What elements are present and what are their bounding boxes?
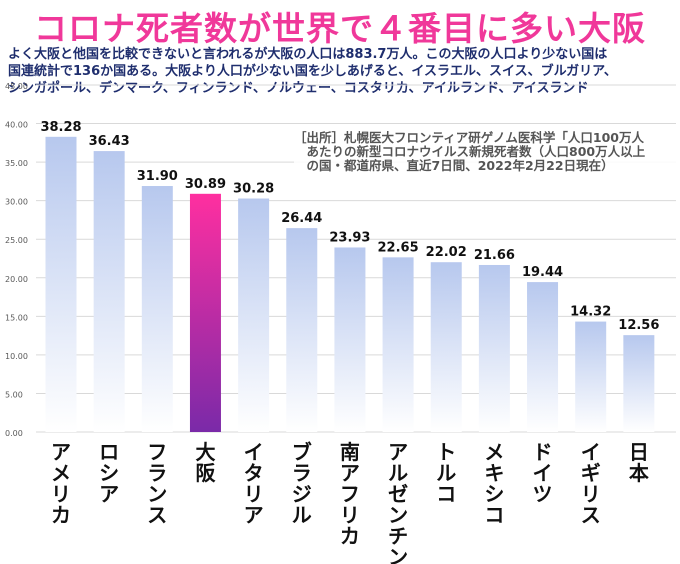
chart-title: コロナ死者数が世界で４番目に多い大阪 bbox=[34, 9, 646, 48]
category-label-char: ジ bbox=[292, 482, 312, 506]
y-tick-label: 5.00 bbox=[5, 390, 23, 399]
bar bbox=[527, 282, 559, 432]
category-label-char: ス bbox=[581, 503, 601, 527]
data-label: 26.44 bbox=[281, 211, 322, 226]
category-label-char: ル bbox=[388, 461, 408, 485]
category-label-char: ツ bbox=[533, 482, 553, 506]
source-line: ［出所］札幌医大フロンティア研ゲノム医科学「人口100万人 bbox=[294, 130, 644, 145]
category-label-char: ド bbox=[533, 440, 553, 464]
bar bbox=[334, 247, 366, 432]
bar bbox=[93, 151, 125, 432]
data-label: 30.89 bbox=[185, 177, 226, 192]
y-axis-ticks: 0.00 5.00 10.00 15.00 20.00 25.00 30.00 35.00 40… bbox=[5, 82, 28, 438]
chart-subtitle: よく大阪と他国を比較できないと言われるが大阪の人口は883.7万人。この大阪の人… bbox=[8, 46, 676, 97]
category-label-char: ア bbox=[388, 440, 408, 464]
bars bbox=[45, 136, 655, 432]
category-label-char: 本 bbox=[629, 461, 649, 485]
category-label-char: ブ bbox=[292, 440, 312, 464]
category-label-char: ア bbox=[244, 503, 264, 527]
category-label-char: イ bbox=[533, 461, 553, 485]
category-label-char: 日 bbox=[629, 440, 649, 464]
category-label-char: 大 bbox=[195, 440, 215, 464]
category-label-char: カ bbox=[51, 503, 71, 527]
y-tick-label: 0.00 bbox=[5, 429, 23, 438]
category-label-char: ア bbox=[340, 461, 360, 485]
subtitle-line: 国連統計で136か国ある。大阪より人口が少ない国を少しあげると、イスラエル、スイ… bbox=[8, 64, 617, 79]
category-label-char: シ bbox=[484, 482, 504, 506]
category-label-char: ア bbox=[51, 440, 71, 464]
y-tick-label: 10.00 bbox=[5, 352, 28, 361]
data-label: 22.65 bbox=[378, 240, 419, 255]
y-tick-label: 20.00 bbox=[5, 275, 28, 284]
source-line: の国・都道府県、直近7日間、2022年2月22日現在） bbox=[294, 158, 614, 173]
category-label-char: 阪 bbox=[195, 461, 216, 485]
bar bbox=[141, 186, 173, 432]
data-labels: 38.28 36.43 31.90 30.89 30.28 26.44 23.93 22.65… bbox=[40, 120, 659, 333]
category-label-char: ン bbox=[388, 503, 408, 527]
bar bbox=[382, 257, 414, 432]
category-label-char: タ bbox=[244, 461, 264, 485]
data-label: 21.66 bbox=[474, 248, 515, 263]
category-label-char: ル bbox=[292, 503, 312, 527]
data-label: 30.28 bbox=[233, 182, 274, 197]
bar bbox=[623, 335, 655, 432]
bar bbox=[45, 136, 77, 432]
y-tick-label: 45.00 bbox=[5, 82, 28, 91]
bar bbox=[286, 228, 318, 432]
category-label-char: フ bbox=[147, 440, 167, 464]
y-tick-label: 35.00 bbox=[5, 159, 28, 168]
data-label: 23.93 bbox=[329, 230, 370, 245]
category-label-char: カ bbox=[340, 524, 360, 548]
category-label-char: リ bbox=[51, 482, 71, 506]
y-tick-label: 30.00 bbox=[5, 198, 28, 207]
category-label-char: リ bbox=[340, 503, 360, 527]
source-line: あたりの新型コロナウイルス新規死者数（人口800万人以上 bbox=[294, 144, 646, 159]
data-label: 14.32 bbox=[570, 305, 611, 320]
y-tick-label: 15.00 bbox=[5, 313, 28, 322]
data-label: 19.44 bbox=[522, 265, 563, 280]
category-label-char: リ bbox=[244, 482, 264, 506]
category-label-char: ス bbox=[147, 503, 167, 527]
category-label-char: ラ bbox=[292, 461, 312, 485]
category-label-char: ギ bbox=[581, 461, 601, 485]
data-label: 22.02 bbox=[426, 245, 467, 260]
category-label-char: 南 bbox=[340, 440, 360, 464]
category-label-char: ン bbox=[388, 545, 408, 564]
bar bbox=[478, 264, 510, 432]
category-label-char: チ bbox=[388, 524, 408, 548]
data-label: 38.28 bbox=[40, 120, 81, 135]
category-label-char: ル bbox=[436, 461, 456, 485]
category-label-char: ン bbox=[147, 482, 167, 506]
bar bbox=[238, 198, 270, 432]
data-label: 31.90 bbox=[137, 169, 178, 184]
category-label-char: イ bbox=[581, 440, 601, 464]
category-label-char: フ bbox=[340, 482, 360, 506]
bar bbox=[575, 321, 607, 432]
category-label-char: ロ bbox=[99, 440, 119, 464]
category-label-char: ラ bbox=[147, 461, 167, 485]
category-label-char: シ bbox=[99, 461, 119, 485]
subtitle-line: よく大阪と他国を比較できないと言われるが大阪の人口は883.7万人。この大阪の人… bbox=[8, 47, 608, 62]
category-label-char: コ bbox=[436, 482, 456, 506]
category-label-char: コ bbox=[484, 503, 504, 527]
bar-highlight bbox=[189, 193, 221, 432]
category-label-char: メ bbox=[484, 440, 504, 464]
category-labels: アメリカロシアフランス大阪イタリアブラジル南アフリカアルゼンチントルコメキシコド… bbox=[51, 440, 649, 564]
data-label: 12.56 bbox=[618, 318, 659, 333]
category-label-char: メ bbox=[51, 461, 71, 485]
category-label-char: ア bbox=[99, 482, 119, 506]
category-label-char: イ bbox=[244, 440, 264, 464]
category-label-char: リ bbox=[581, 482, 601, 506]
category-label-char: ト bbox=[436, 440, 456, 464]
data-label: 36.43 bbox=[89, 134, 130, 149]
category-label-char: キ bbox=[484, 461, 504, 485]
bar bbox=[430, 262, 462, 432]
y-tick-label: 25.00 bbox=[5, 236, 28, 245]
source-note: ［出所］札幌医大フロンティア研ゲノム医科学「人口100万人 あたりの新型コロナウ… bbox=[294, 131, 678, 173]
y-tick-label: 40.00 bbox=[5, 121, 28, 130]
category-label-char: ゼ bbox=[388, 482, 408, 506]
